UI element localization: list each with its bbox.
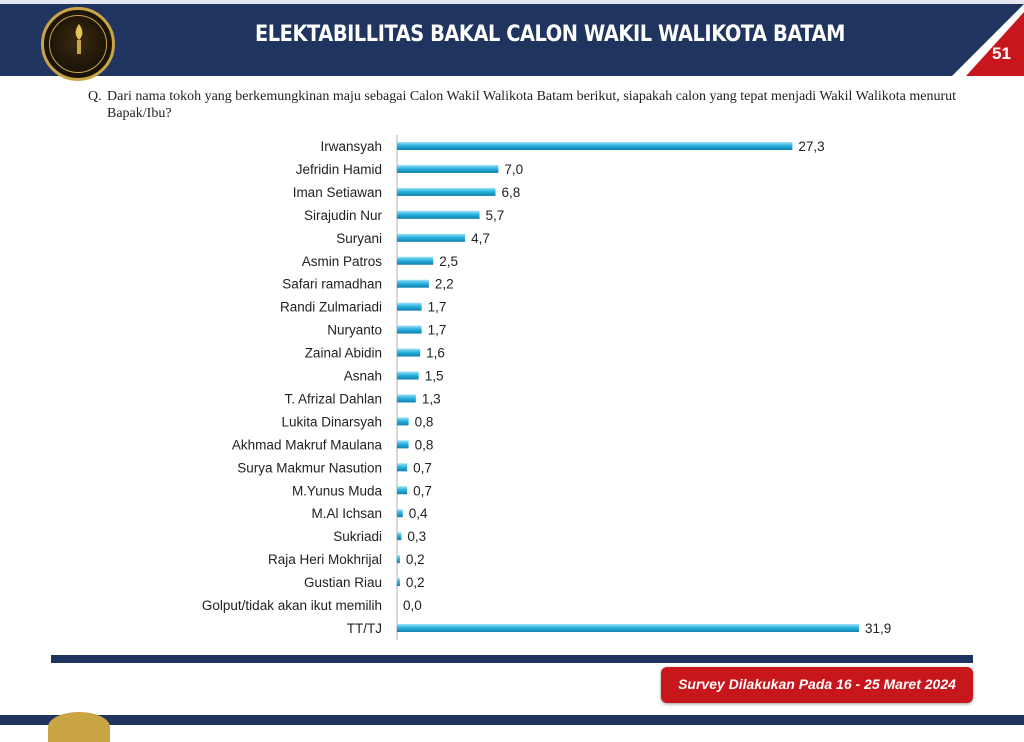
survey-question: Q. Dari nama tokoh yang berkemungkinan m…: [88, 88, 958, 122]
data-label: 7,0: [504, 162, 523, 177]
category-label: Surya Makmur Nasution: [237, 460, 382, 475]
bar: [397, 555, 400, 564]
bar: [397, 187, 496, 196]
category-label: Asnah: [344, 369, 382, 384]
category-label: M.Yunus Muda: [292, 483, 383, 498]
data-label: 1,6: [426, 346, 445, 361]
category-label: Raja Heri Mokhrijal: [268, 552, 382, 567]
bar: [397, 348, 421, 357]
page-number: 51: [992, 44, 1011, 63]
bar: [397, 578, 400, 587]
data-label: 1,7: [428, 323, 447, 338]
survey-date-badge: Survey Dilakukan Pada 16 - 25 Maret 2024: [661, 667, 973, 703]
data-label: 2,2: [435, 277, 454, 292]
category-label: Lukita Dinarsyah: [281, 414, 382, 429]
category-label: TT/TJ: [347, 621, 382, 636]
data-label: 1,5: [425, 369, 444, 384]
bar: [397, 142, 793, 150]
survey-date-text: Survey Dilakukan Pada 16 - 25 Maret 2024: [678, 676, 956, 692]
data-label: 0,0: [403, 598, 422, 613]
bar: [397, 509, 403, 518]
bar: [397, 256, 434, 265]
data-label: 5,7: [486, 208, 505, 223]
category-label: Irwansyah: [320, 139, 382, 154]
bar: [397, 233, 466, 242]
bar: [397, 394, 416, 403]
footer-strip: [0, 715, 1024, 725]
data-label: 1,7: [428, 300, 447, 315]
question-prefix: Q.: [88, 89, 102, 104]
category-label: T. Afrizal Dahlan: [284, 391, 382, 406]
category-label: Asmin Patros: [302, 254, 383, 269]
bar: [397, 623, 859, 632]
bar: [397, 325, 422, 334]
bar: [397, 279, 429, 288]
bar: [397, 440, 409, 449]
category-label: Sirajudin Nur: [304, 208, 383, 223]
data-label: 27,3: [798, 139, 824, 154]
bar: [397, 210, 480, 219]
bar: [397, 164, 499, 173]
category-label: Nuryanto: [327, 323, 382, 338]
category-label: Golput/tidak akan ikut memilih: [202, 598, 382, 613]
category-label: Jefridin Hamid: [296, 162, 382, 177]
bar: [397, 532, 402, 541]
torch-flame-icon: [75, 24, 83, 54]
category-label: Gustian Riau: [304, 575, 382, 590]
data-label: 6,8: [501, 185, 520, 200]
bar: [397, 371, 419, 380]
footer-emblem-icon: [48, 712, 110, 742]
header-bar: ELEKTABILLITAS BAKAL CALON WAKIL WALIKOT…: [0, 0, 1024, 81]
data-label: 0,8: [415, 437, 434, 452]
data-label: 1,3: [422, 391, 441, 406]
page-title: ELEKTABILLITAS BAKAL CALON WAKIL WALIKOT…: [254, 22, 846, 47]
category-label: Randi Zulmariadi: [280, 300, 382, 315]
header-top-stripe: [0, 0, 1024, 4]
category-label: Safari ramadhan: [282, 277, 382, 292]
category-label: Iman Setiawan: [293, 185, 382, 200]
category-label: M.Al Ichsan: [311, 506, 382, 521]
bar: [397, 486, 408, 495]
torch-emblem-icon: [41, 7, 115, 81]
data-label: 0,4: [409, 506, 428, 521]
data-label: 0,7: [413, 483, 432, 498]
bottom-divider: [51, 655, 973, 663]
data-label: 4,7: [471, 231, 490, 246]
corner-accent: [952, 4, 1024, 76]
data-label: 31,9: [865, 621, 891, 636]
bar: [397, 302, 422, 311]
bar: [397, 463, 408, 472]
category-label: Zainal Abidin: [305, 346, 382, 361]
bar: [397, 417, 409, 426]
category-label: Suryani: [336, 231, 382, 246]
data-label: 2,5: [439, 254, 458, 269]
category-label: Akhmad Makruf Maulana: [232, 437, 383, 452]
electability-bar-chart: Irwansyah 27,3 Jefridin Hamid 7,0 Iman Setia…: [202, 135, 891, 640]
question-text: Dari nama tokoh yang berkemungkinan maju…: [107, 89, 957, 121]
category-label: Sukriadi: [333, 529, 382, 544]
data-label: 0,7: [413, 460, 432, 475]
logo-ring: [49, 15, 107, 73]
data-label: 0,2: [406, 552, 425, 567]
data-label: 0,8: [415, 414, 434, 429]
data-label: 0,2: [406, 575, 425, 590]
data-label: 0,3: [407, 529, 426, 544]
